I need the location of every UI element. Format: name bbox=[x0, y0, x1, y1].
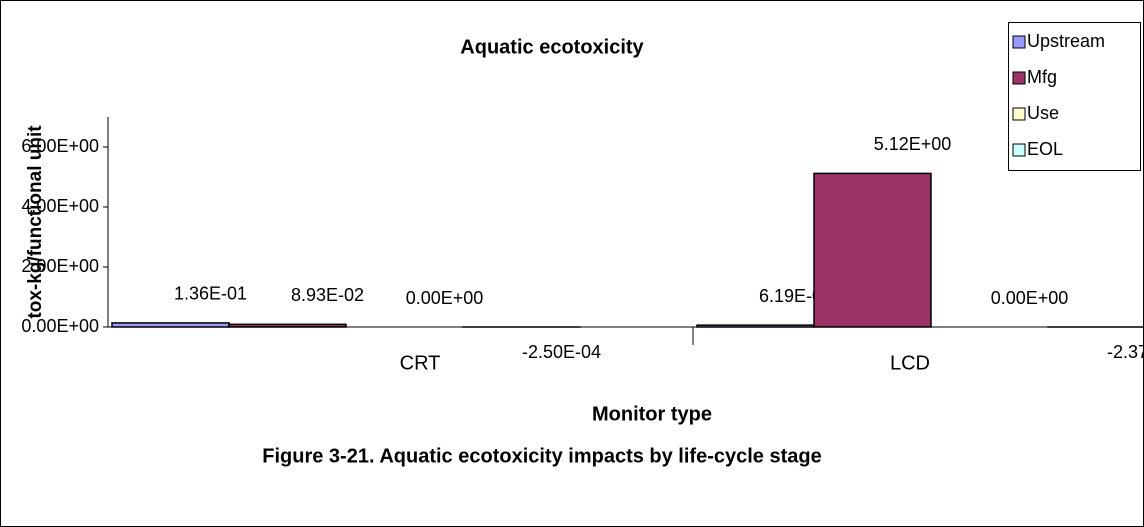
legend-label: Upstream bbox=[1027, 31, 1105, 51]
legend-label: Use bbox=[1027, 103, 1059, 123]
caption: Figure 3-21. Aquatic ecotoxicity impacts… bbox=[262, 445, 821, 467]
legend-swatch bbox=[1012, 143, 1026, 157]
x-axis-label: Monitor type bbox=[592, 403, 712, 425]
data-label: 5.12E+00 bbox=[874, 134, 952, 154]
y-tick-label: 6.00E+00 bbox=[21, 136, 99, 156]
data-label: -2.50E-04 bbox=[522, 342, 601, 362]
y-tick-label: 2.00E+00 bbox=[21, 256, 99, 276]
x-tick-label: LCD bbox=[890, 352, 930, 374]
data-label: 0.00E+00 bbox=[406, 288, 484, 308]
y-axis-label: tox-kg/functional unit bbox=[25, 125, 46, 319]
bar bbox=[111, 322, 230, 328]
legend-swatch bbox=[1012, 107, 1026, 121]
legend-swatch bbox=[1012, 71, 1026, 85]
data-label: -2.37E-04 bbox=[1107, 342, 1144, 362]
legend-box bbox=[1008, 22, 1141, 171]
data-label: 0.00E+00 bbox=[991, 288, 1069, 308]
y-tick-label: 4.00E+00 bbox=[21, 196, 99, 216]
legend-label: EOL bbox=[1027, 139, 1063, 159]
bar bbox=[813, 172, 932, 328]
legend-label: Mfg bbox=[1027, 67, 1057, 87]
data-label: 8.93E-02 bbox=[291, 285, 364, 305]
chart-title: Aquatic ecotoxicity bbox=[460, 36, 644, 58]
y-tick-label: 0.00E+00 bbox=[21, 316, 99, 336]
data-label: 1.36E-01 bbox=[174, 284, 247, 304]
legend-swatch bbox=[1012, 35, 1026, 49]
x-tick-label: CRT bbox=[400, 352, 441, 374]
